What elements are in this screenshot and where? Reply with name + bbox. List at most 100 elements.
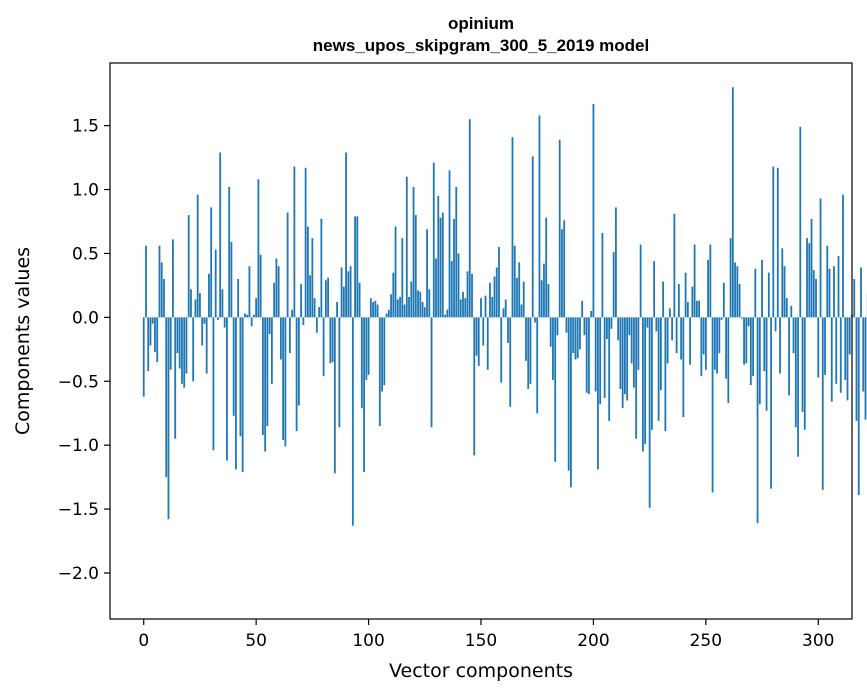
bar-component-264 — [736, 266, 739, 318]
bar-component-30 — [210, 207, 213, 318]
bar-component-26 — [201, 317, 204, 346]
bar-component-36 — [223, 317, 226, 328]
bar-component-263 — [734, 262, 736, 318]
bar-component-83 — [329, 317, 332, 364]
bar-component-110 — [390, 294, 392, 318]
bar-component-1 — [145, 245, 147, 318]
bar-component-16 — [178, 317, 181, 369]
bar-component-41 — [235, 317, 237, 470]
bar-component-155 — [491, 296, 494, 318]
bar-component-219 — [635, 317, 638, 439]
bar-component-281 — [774, 317, 777, 332]
bar-component-12 — [169, 317, 172, 370]
bar-component-204 — [601, 233, 604, 318]
bar-component-3 — [149, 317, 152, 346]
bar-component-89 — [342, 286, 345, 318]
bar-component-94 — [354, 216, 356, 318]
bar-component-208 — [610, 317, 613, 329]
bar-component-144 — [466, 271, 469, 318]
bar-component-305 — [828, 268, 831, 318]
bar-component-211 — [617, 317, 620, 341]
bar-component-152 — [484, 295, 487, 318]
bar-component-166 — [516, 277, 518, 318]
bar-component-133 — [441, 212, 444, 318]
bar-component-303 — [824, 317, 826, 375]
bar-component-273 — [756, 317, 759, 524]
bar-component-277 — [765, 317, 768, 411]
bar-component-248 — [700, 317, 703, 377]
bar-component-186 — [561, 229, 563, 318]
bar-component-35 — [221, 289, 224, 318]
plot-frame — [109, 62, 853, 620]
bar-component-159 — [500, 317, 503, 383]
bar-component-242 — [686, 302, 689, 318]
bar-component-118 — [408, 296, 410, 318]
bar-component-255 — [716, 317, 718, 374]
bar-component-221 — [639, 244, 642, 318]
bar-component-224 — [646, 317, 649, 328]
bar-component-190 — [570, 317, 572, 488]
y-tick-label: −1.0 — [58, 436, 99, 456]
bar-component-271 — [752, 317, 754, 377]
bar-component-272 — [754, 268, 757, 318]
bar-component-174 — [534, 317, 536, 323]
bar-component-138 — [453, 218, 455, 318]
bar-component-98 — [363, 317, 365, 473]
bar-component-319 — [860, 267, 862, 318]
bar-component-84 — [331, 317, 334, 363]
bar-component-29 — [208, 273, 210, 318]
bar-component-267 — [743, 317, 745, 365]
bar-component-93 — [351, 317, 354, 526]
bar-component-80 — [322, 317, 325, 377]
bar-component-92 — [349, 266, 352, 318]
bar-component-0 — [142, 317, 145, 397]
bar-component-22 — [192, 317, 195, 382]
bar-component-265 — [738, 284, 741, 318]
bar-component-97 — [360, 317, 363, 409]
bar-component-76 — [313, 298, 316, 318]
bar-component-200 — [592, 103, 595, 318]
bar-component-107 — [383, 317, 386, 386]
bar-component-11 — [167, 317, 170, 520]
bar-component-244 — [691, 286, 694, 318]
bar-component-262 — [731, 87, 734, 318]
bar-component-147 — [473, 317, 476, 456]
bar-component-256 — [718, 317, 721, 354]
y-tick-label: −2.0 — [58, 564, 99, 584]
bar-component-49 — [253, 314, 255, 318]
bar-component-120 — [412, 186, 415, 318]
bar-component-39 — [230, 241, 233, 318]
bar-component-212 — [619, 317, 622, 389]
bar-component-297 — [810, 218, 813, 318]
bar-component-121 — [414, 215, 417, 318]
bar-component-203 — [599, 317, 602, 405]
bar-component-199 — [590, 310, 593, 318]
bar-component-85 — [333, 317, 336, 474]
bar-component-105 — [378, 317, 381, 426]
bar-component-4 — [151, 317, 154, 324]
bar-component-296 — [808, 243, 811, 318]
bar-component-253 — [711, 317, 714, 493]
bar-component-275 — [761, 259, 763, 318]
bar-component-32 — [214, 249, 217, 318]
bar-component-162 — [507, 317, 509, 343]
bar-component-122 — [417, 290, 419, 318]
chart-title-line1: opinium — [448, 14, 514, 33]
bar-component-13 — [172, 239, 174, 318]
bar-component-188 — [565, 317, 568, 333]
bar-component-58 — [273, 282, 276, 318]
bar-component-79 — [320, 218, 323, 318]
bar-component-20 — [187, 215, 190, 318]
bar-component-287 — [788, 317, 790, 396]
bar-component-132 — [439, 217, 442, 318]
bar-component-218 — [633, 317, 635, 388]
bar-component-259 — [725, 317, 727, 379]
bar-component-8 — [160, 262, 163, 318]
bar-component-70 — [300, 284, 303, 318]
bar-component-87 — [338, 317, 341, 428]
y-axis-ticks: −2.0 −1.5 −1.0 −0.5 0.0 0.5 1.0 1.5 — [58, 117, 110, 584]
x-axis-ticks: 0 50 100 150 200 250 300 — [138, 619, 834, 651]
bar-component-257 — [720, 317, 723, 320]
bar-component-24 — [196, 194, 199, 318]
bar-component-139 — [455, 186, 458, 318]
